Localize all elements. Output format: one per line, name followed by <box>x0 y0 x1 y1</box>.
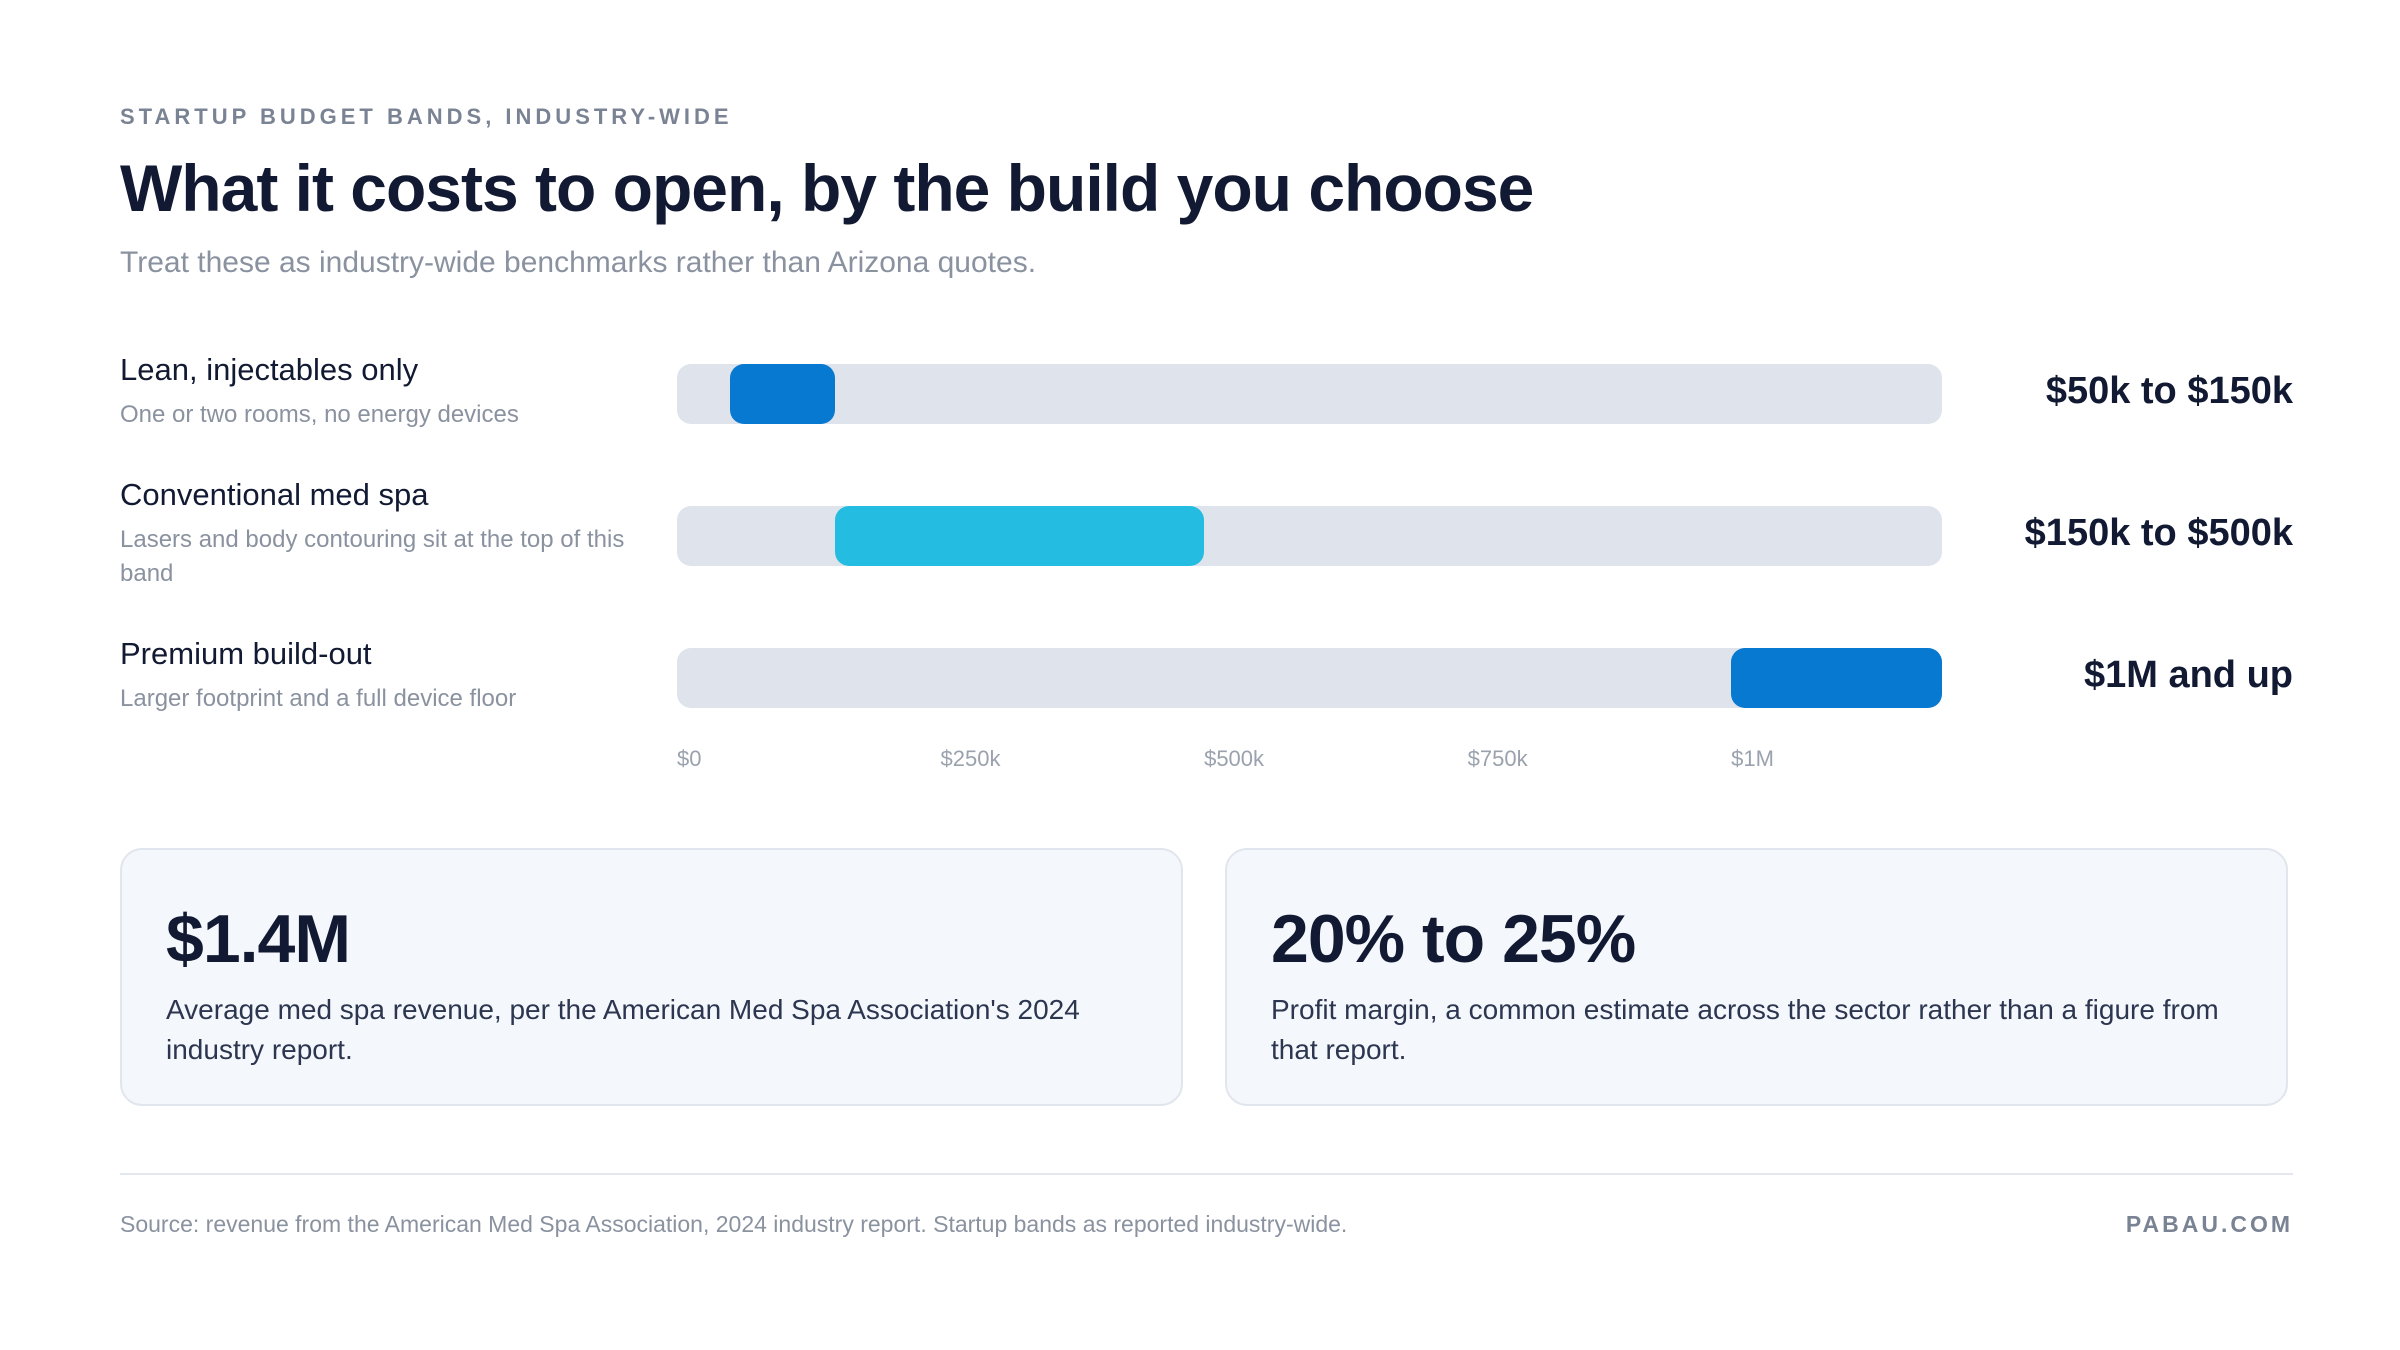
bar-fill-premium <box>1731 648 1942 708</box>
row-label: Premium build-out <box>120 636 372 671</box>
page-title: What it costs to open, by the build you … <box>120 151 1534 225</box>
stat-description: Profit margin, a common estimate across … <box>1271 994 2219 1065</box>
range-label: $1M and up <box>2083 654 2293 696</box>
bar-track <box>677 364 1942 424</box>
bar-fill-lean <box>729 364 836 424</box>
stat-value: $1.4M <box>166 901 351 977</box>
page-subtitle: Treat these as industry-wide benchmarks … <box>120 246 1037 279</box>
x-tick-label: $0 <box>677 746 702 771</box>
brand-wordmark: PABAU.COM <box>2125 1211 2293 1237</box>
stat-value: 20% to 25% <box>1271 901 1636 977</box>
bar-track <box>677 506 1942 566</box>
stat-card-margin: 20% to 25% Profit margin, a common estim… <box>1225 848 2288 1106</box>
bar-track <box>677 648 1942 708</box>
x-tick-label: $750k <box>1467 746 1528 771</box>
range-label: $50k to $150k <box>2045 370 2293 412</box>
row-label: Conventional med spa <box>120 477 429 512</box>
range-label: $150k to $500k <box>2024 512 2293 554</box>
source-note: Source: revenue from the American Med Sp… <box>120 1211 1348 1237</box>
x-tick-label: $500k <box>1204 746 1265 771</box>
bar-fill-conventional <box>835 506 1205 566</box>
row-description: Lasers and body contouring sit at the to… <box>120 526 625 587</box>
row-description: One or two rooms, no energy devices <box>120 401 519 428</box>
footer-divider <box>120 1173 2293 1175</box>
row-label: Lean, injectables only <box>120 352 419 387</box>
eyebrow: STARTUP BUDGET BANDS, INDUSTRY-WIDE <box>120 104 733 129</box>
stat-card-revenue: $1.4M Average med spa revenue, per the A… <box>120 848 1183 1106</box>
row-description: Larger footprint and a full device floor <box>120 685 517 712</box>
stat-description: Average med spa revenue, per the America… <box>166 994 1080 1065</box>
x-tick-label: $1M <box>1731 746 1774 771</box>
x-tick-label: $250k <box>940 746 1001 771</box>
